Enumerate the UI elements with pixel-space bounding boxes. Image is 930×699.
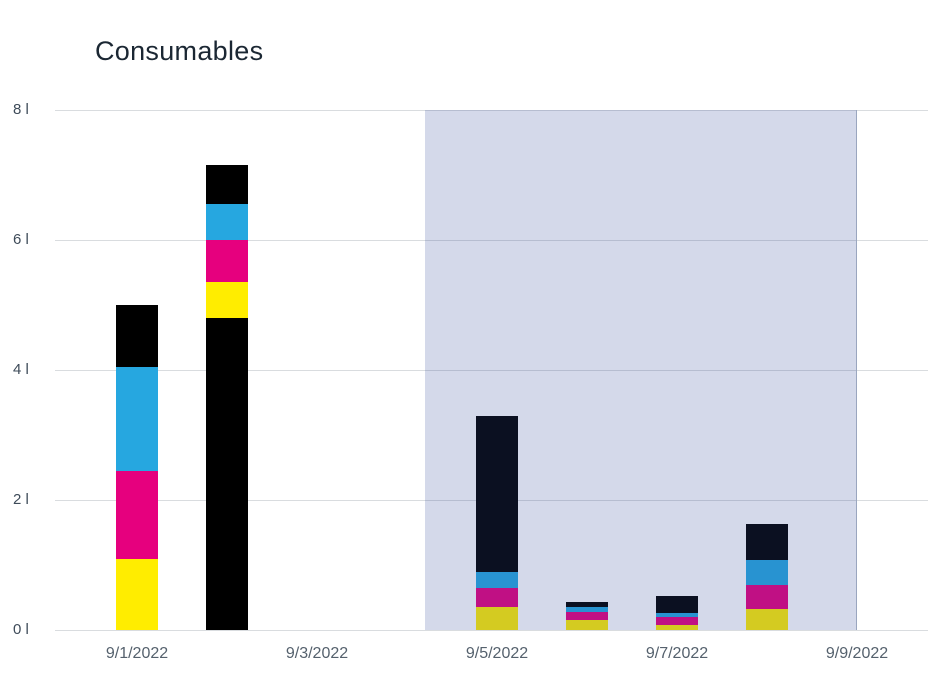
bar-segment-cyan — [656, 613, 698, 617]
bar-segment-magenta — [116, 470, 158, 559]
bar-9-8-2022[interactable] — [746, 524, 788, 630]
bar-segment-magenta — [656, 617, 698, 625]
bar-segment-yellow — [656, 624, 698, 630]
gridline — [55, 369, 928, 371]
bar-segment-black — [116, 305, 158, 367]
bar-segment-yellow — [206, 282, 248, 318]
bar-segment-yellow — [476, 607, 518, 630]
bar-9-1-2022[interactable] — [116, 305, 158, 630]
bar-9-5-2022[interactable] — [476, 415, 518, 630]
bar-segment-cyan — [476, 571, 518, 588]
bar-segment-black — [566, 602, 608, 608]
bar-segment-magenta — [746, 584, 788, 610]
x-axis-tick-label: 9/9/2022 — [825, 645, 889, 662]
bar-segment-yellow — [116, 558, 158, 630]
x-axis-tick-label: 9/7/2022 — [645, 645, 709, 662]
bar-segment-yellow — [746, 609, 788, 630]
gridline — [55, 629, 928, 631]
y-axis-tick-label: 4 l — [13, 361, 29, 378]
bar-segment-cyan — [116, 366, 158, 471]
x-axis-tick-label: 9/5/2022 — [465, 645, 529, 662]
bar-segment-black — [206, 165, 248, 205]
bar-segment-magenta — [476, 587, 518, 608]
bar-segment-magenta — [206, 240, 248, 283]
bar-segment-cyan — [206, 204, 248, 240]
y-axis-tick-label: 8 l — [13, 101, 29, 118]
bar-segment-yellow — [566, 620, 608, 630]
bar-9-2-2022[interactable] — [206, 165, 248, 630]
bar-segment-magenta — [566, 612, 608, 621]
bar-segment-black — [476, 415, 518, 572]
bar-segment-black — [206, 318, 248, 630]
y-axis-tick-label: 6 l — [13, 231, 29, 248]
bar-segment-black — [656, 596, 698, 614]
bar-segment-black — [746, 524, 788, 560]
bar-segment-cyan — [566, 607, 608, 613]
gridline — [55, 109, 928, 111]
x-axis-tick-label: 9/3/2022 — [285, 645, 349, 662]
chart-title: Consumables — [95, 36, 264, 66]
bar-9-6-2022[interactable] — [566, 602, 608, 630]
gridline — [55, 239, 928, 241]
bar-segment-cyan — [746, 559, 788, 585]
x-axis-tick-label: 9/1/2022 — [105, 645, 169, 662]
y-axis-tick-label: 0 l — [13, 621, 29, 638]
bar-9-7-2022[interactable] — [656, 596, 698, 630]
y-axis-tick-label: 2 l — [13, 491, 29, 508]
